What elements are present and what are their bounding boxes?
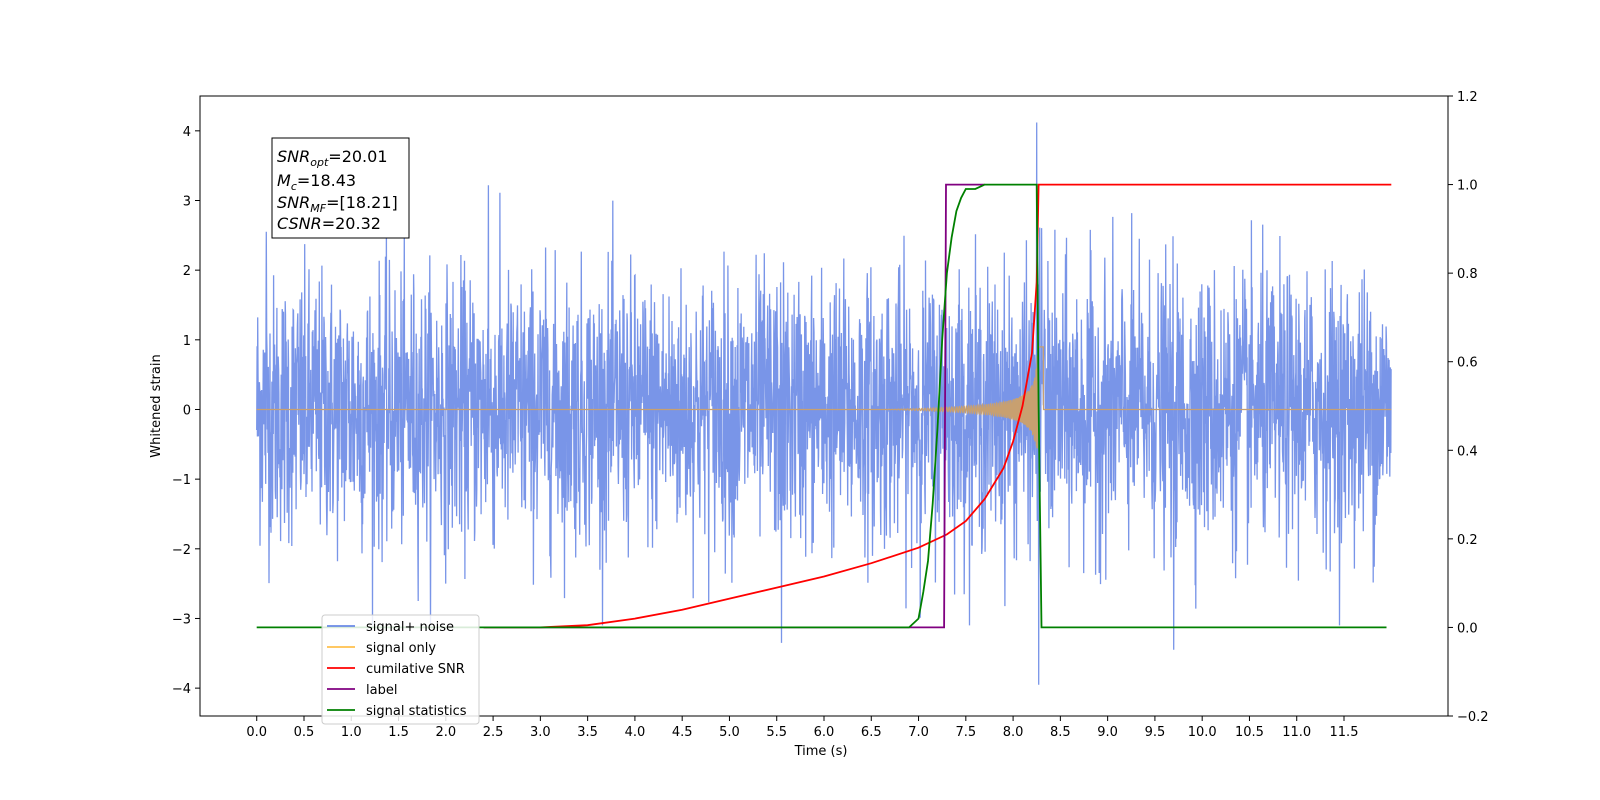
- x-axis-label: Time (s): [794, 744, 848, 759]
- x-tick-label: 6.0: [814, 725, 835, 740]
- legend-frame: [321, 614, 480, 725]
- y-left-tick-label: 2: [183, 264, 191, 279]
- x-tick-label: 5.0: [719, 725, 740, 740]
- x-tick-label: 3.5: [577, 725, 598, 740]
- x-tick-label: 7.0: [908, 725, 929, 740]
- x-tick-label: 9.0: [1097, 725, 1118, 740]
- y-right-tick-label: 0.6: [1457, 356, 1478, 371]
- x-tick-label: 8.5: [1050, 725, 1071, 740]
- y-right-tick-label: 0.2: [1457, 533, 1478, 548]
- y-left-tick-label: 1: [183, 334, 191, 349]
- x-tick-label: 1.0: [341, 725, 362, 740]
- legend-label: label: [366, 683, 397, 698]
- ticks-layer: 0.0 0.5 1.0 1.5 2.0 2.5 3.0 3.5 4.0 4.5 5.0 5.5 6.0 6…: [172, 90, 1489, 740]
- x-tick-label: 11.5: [1330, 725, 1359, 740]
- y-right-tick-label: 0.8: [1457, 267, 1478, 282]
- y-left-tick-label: −4: [172, 682, 191, 697]
- x-tick-label: 0.0: [246, 725, 267, 740]
- y-left-tick-label: 0: [183, 403, 191, 418]
- x-tick-label: 4.0: [625, 725, 646, 740]
- x-tick-label: 2.0: [435, 725, 456, 740]
- legend-label: signal only: [366, 641, 436, 656]
- series-signal-statistics-line: [256, 183, 1387, 629]
- y-right-tick-label: 1.0: [1457, 179, 1478, 194]
- x-tick-label: 11.0: [1282, 725, 1311, 740]
- series-signal-noise-line: [256, 122, 1392, 685]
- x-tick-label: 10.5: [1235, 725, 1264, 740]
- series-cumulative-snr-line: [483, 183, 1392, 629]
- x-tick-label: 3.0: [530, 725, 551, 740]
- x-tick-label: 6.5: [861, 725, 882, 740]
- x-tick-label: 0.5: [294, 725, 315, 740]
- legend-label: cumilative SNR: [366, 662, 465, 677]
- annotation-frame: [271, 137, 410, 239]
- annotation-snr-opt: SNRopt=20.01: [277, 147, 388, 169]
- y-axis-label: Whitened strain: [149, 354, 164, 457]
- annotation-snr-mf: SNRMF=[18.21]: [277, 193, 398, 215]
- y-right-tick-label: −0.2: [1457, 710, 1489, 725]
- y-left-tick-label: 4: [183, 125, 191, 140]
- y-right-tick-label: 0.0: [1457, 621, 1478, 636]
- annotation-csnr: CSNR=20.32: [277, 214, 381, 233]
- legend-label: signal+ noise: [366, 620, 454, 635]
- legend: signal+ noise signal only cumilative SNR la…: [321, 614, 480, 725]
- y-left-tick-label: 3: [183, 194, 191, 209]
- x-tick-label: 1.5: [388, 725, 409, 740]
- y-right-tick-label: 1.2: [1457, 90, 1478, 105]
- series-signal-only-line: [256, 346, 1392, 449]
- series-layer: [256, 122, 1392, 685]
- annotation-box: SNRopt=20.01 Mc=18.43 SNRMF=[18.21] CSNR…: [271, 137, 410, 239]
- x-tick-label: 9.5: [1145, 725, 1166, 740]
- x-tick-label: 8.0: [1003, 725, 1024, 740]
- y-left-tick-label: −3: [172, 612, 191, 627]
- x-tick-label: 4.5: [672, 725, 693, 740]
- x-tick-label: 10.0: [1188, 725, 1217, 740]
- y-right-tick-label: 0.4: [1457, 444, 1478, 459]
- y-left-tick-label: −2: [172, 543, 191, 558]
- y-left-tick-label: −1: [172, 473, 191, 488]
- annotation-mc: Mc=18.43: [277, 171, 356, 193]
- x-tick-label: 5.5: [766, 725, 787, 740]
- x-tick-label: 7.5: [955, 725, 976, 740]
- x-tick-label: 2.5: [483, 725, 504, 740]
- legend-label: signal statistics: [366, 704, 467, 719]
